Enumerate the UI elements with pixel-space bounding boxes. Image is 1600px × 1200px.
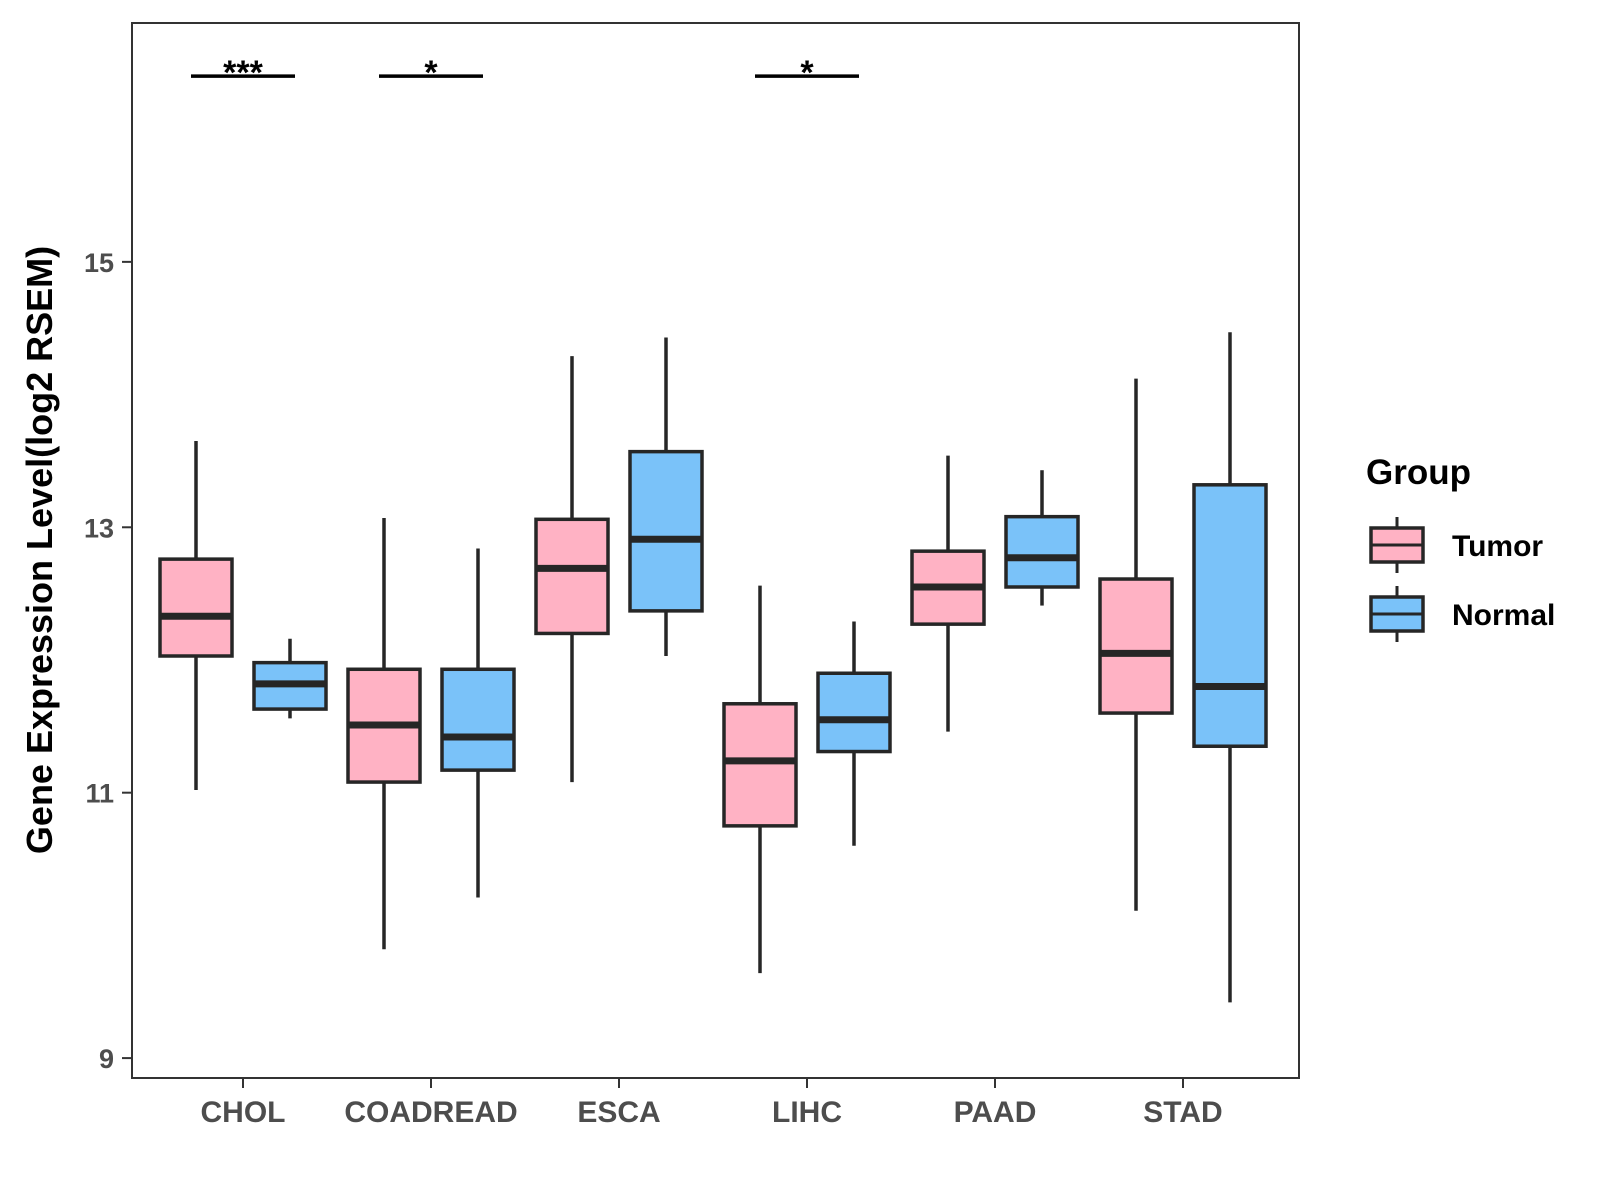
significance-annotations: *** * * — [191, 54, 859, 92]
box-normal-chol — [252, 638, 328, 719]
box-body — [1192, 483, 1268, 748]
significance-lihc: * — [755, 54, 859, 92]
y-axis-title: Gene Expression Level(log2 RSEM) — [19, 246, 60, 854]
x-tick-label-coadread: COADREAD — [344, 1096, 517, 1129]
box-body — [158, 557, 234, 658]
y-tick-label: 15 — [84, 248, 114, 278]
box-body — [722, 702, 798, 828]
box-body — [1004, 514, 1080, 589]
x-tick-label-stad: STAD — [1143, 1096, 1222, 1129]
legend-entries: Tumor Normal — [1369, 517, 1555, 642]
legend-entry-normal: Normal — [1369, 586, 1555, 642]
box-body — [816, 671, 892, 754]
significance-label: *** — [223, 54, 263, 92]
significance-coadread: * — [379, 54, 483, 92]
box-tumor-stad — [1098, 378, 1174, 911]
x-tick-label-paad: PAAD — [954, 1096, 1037, 1129]
box-normal-lihc — [816, 621, 892, 846]
y-axis: 9 11 13 15 — [84, 248, 132, 1074]
box-body — [440, 667, 516, 772]
box-tumor-coadread — [346, 517, 422, 950]
legend: Group Tumor Normal — [1366, 453, 1555, 642]
legend-label: Tumor — [1452, 530, 1543, 563]
legend-label: Normal — [1452, 599, 1555, 632]
plot-panel — [131, 22, 1300, 1079]
significance-chol: *** — [191, 54, 295, 92]
box-normal-paad — [1004, 470, 1080, 606]
x-axis: CHOL COADREAD ESCA LIHC PAAD STAD — [201, 1078, 1223, 1129]
x-tick-label-lihc: LIHC — [772, 1096, 842, 1129]
y-tick-label: 13 — [84, 513, 114, 543]
significance-label: * — [800, 54, 814, 92]
x-tick-label-chol: CHOL — [201, 1096, 286, 1129]
x-tick-label-esca: ESCA — [577, 1096, 660, 1129]
box-normal-coadread — [440, 548, 516, 898]
box-series — [158, 332, 1268, 1003]
box-tumor-paad — [910, 455, 986, 732]
box-body — [628, 449, 704, 613]
box-body — [1098, 577, 1174, 715]
legend-title: Group — [1366, 453, 1471, 492]
y-tick-label: 9 — [99, 1044, 114, 1074]
box-tumor-esca — [534, 356, 610, 783]
box-body — [534, 517, 610, 636]
significance-label: * — [424, 54, 438, 92]
box-tumor-lihc — [722, 585, 798, 974]
box-normal-esca — [628, 337, 704, 656]
y-tick-label: 11 — [85, 779, 114, 809]
legend-entry-tumor: Tumor — [1369, 517, 1543, 573]
box-tumor-chol — [158, 441, 234, 791]
box-normal-stad — [1192, 332, 1268, 1003]
